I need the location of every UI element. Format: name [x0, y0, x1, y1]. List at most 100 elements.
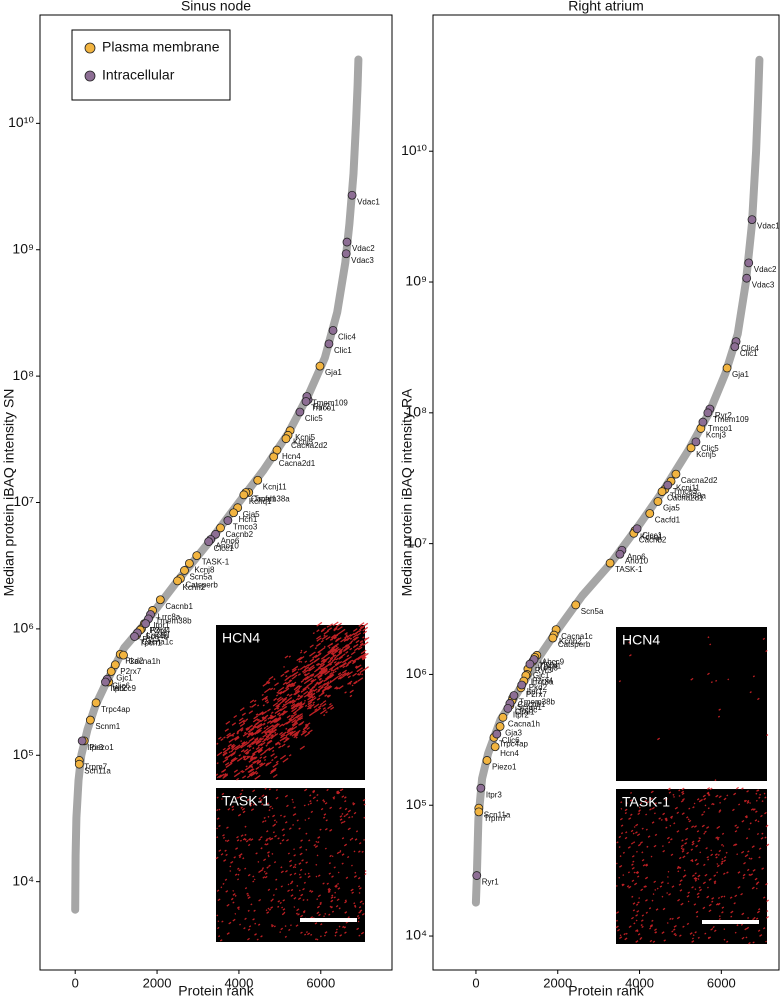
x-axis-label: Protein rank [568, 983, 644, 999]
protein-label: Pkd2 [529, 683, 548, 692]
protein-label: Scn5a [581, 607, 604, 616]
protein-label: Kcnj3 [706, 431, 727, 440]
protein-label: P2rx4 [532, 677, 553, 686]
protein-point [509, 691, 519, 700]
y-tick-label: 10⁴ [405, 927, 427, 943]
protein-label: Itpr1 [153, 621, 170, 630]
protein-label: Vdac3 [351, 256, 374, 265]
protein-label: Trpc4ap [499, 740, 529, 749]
protein-point [615, 549, 625, 559]
protein-label: Clic5 [305, 414, 323, 423]
protein-point [645, 509, 655, 518]
protein-label: Ano10 [216, 542, 240, 551]
y-tick-label: 10⁷ [13, 493, 34, 509]
plot-frame [432, 14, 780, 971]
protein-label: Piezo1 [89, 743, 114, 752]
protein-label: Cacna1c [142, 637, 174, 646]
micrograph-signal [615, 786, 770, 945]
protein-point [605, 558, 615, 568]
protein-label: Tmco3 [233, 523, 258, 532]
protein-label: Lrrc8c [515, 706, 537, 715]
micrograph-signal [215, 787, 367, 942]
protein-point [476, 783, 486, 793]
protein-label: P2rx7 [120, 667, 141, 676]
protein-label: Scn11a [84, 766, 111, 775]
protein-point [482, 756, 492, 765]
y-tick-label: 10⁶ [406, 665, 427, 681]
protein-point [192, 551, 202, 561]
micrograph-signal [215, 621, 370, 781]
inset-label: HCN4 [622, 632, 660, 648]
inset-label: HCN4 [222, 630, 260, 646]
protein-curve [71, 55, 363, 914]
protein-label: Cacfd1 [251, 495, 277, 504]
protein-label: Cacnb1 [518, 700, 546, 709]
protein-label: Cacna1c [561, 632, 593, 641]
protein-point [517, 680, 527, 690]
protein-label: Piezo1 [492, 763, 517, 772]
protein-label: Kcnj5 [295, 433, 316, 442]
protein-point [671, 469, 681, 479]
protein-point [106, 667, 116, 676]
y-tick-label: 10⁴ [12, 872, 34, 888]
protein-point [341, 249, 351, 259]
protein-point [347, 190, 357, 200]
chart-title: Sinus node [181, 0, 251, 14]
protein-point [324, 339, 334, 349]
protein-label: Gjc1 [116, 674, 133, 683]
protein-label: Kcnq1 [249, 497, 272, 506]
x-tick-label: 6000 [707, 975, 736, 990]
protein-label: Tmco1 [311, 404, 336, 413]
protein-label: Gja3 [505, 729, 522, 738]
protein-label: Clic6 [502, 736, 520, 745]
protein-label: Clic4 [338, 333, 356, 342]
protein-label: Lrrc8a [158, 613, 181, 622]
protein-point [173, 576, 182, 586]
protein-label: Pkd2 [125, 656, 144, 665]
protein-point [525, 659, 535, 669]
protein-label: Kcnj3 [293, 437, 314, 446]
protein-label: Catsperb [558, 640, 591, 649]
protein-label: Kcnh2 [559, 637, 582, 646]
protein-point [315, 361, 325, 371]
micrograph [216, 788, 365, 942]
protein-label: Vdac2 [754, 265, 777, 274]
y-tick-label: 10⁵ [406, 796, 427, 812]
protein-label: Kcnj11 [676, 483, 700, 492]
protein-point [141, 619, 151, 629]
protein-label: Ryr3 [142, 635, 159, 644]
protein-point [492, 729, 502, 739]
micrograph [616, 789, 767, 944]
protein-point [110, 660, 120, 670]
protein-label: Hcn1 [540, 659, 559, 668]
protein-label: Trpm7 [84, 763, 107, 772]
protein-point [130, 632, 139, 641]
protein-point [253, 475, 263, 485]
x-axis-label: Protein rank [178, 983, 254, 999]
protein-point [722, 363, 732, 373]
x-tick-label: 2000 [143, 975, 172, 990]
protein-point [744, 258, 754, 268]
protein-point [85, 715, 95, 725]
protein-label: Clcc1 [214, 544, 235, 553]
protein-label: Cacnb2 [226, 530, 254, 539]
protein-label: Kcnj11 [263, 482, 287, 491]
x-tick-label: 6000 [306, 975, 335, 990]
protein-label: Itpr2 [513, 711, 530, 720]
inset-label: TASK-1 [622, 794, 670, 810]
protein-point [691, 437, 701, 447]
protein-label: Tmem38b [156, 617, 193, 626]
protein-label: Vdac1 [357, 197, 380, 206]
protein-point [490, 742, 500, 752]
protein-label: TASK-1 [615, 565, 643, 574]
protein-label: Tmem109 [312, 399, 349, 408]
legend-marker [84, 70, 96, 82]
chart-title: Right atrium [568, 0, 643, 14]
y-axis-label: Median protein iBAQ intensity SN [1, 389, 17, 597]
protein-label: Hcn4 [500, 749, 519, 758]
y-tick-label: 10¹⁰ [401, 142, 427, 158]
protein-point [498, 712, 508, 722]
protein-label: Scn11a [484, 810, 511, 819]
protein-label: P2rx4 [149, 626, 170, 635]
legend-marker [84, 42, 96, 54]
